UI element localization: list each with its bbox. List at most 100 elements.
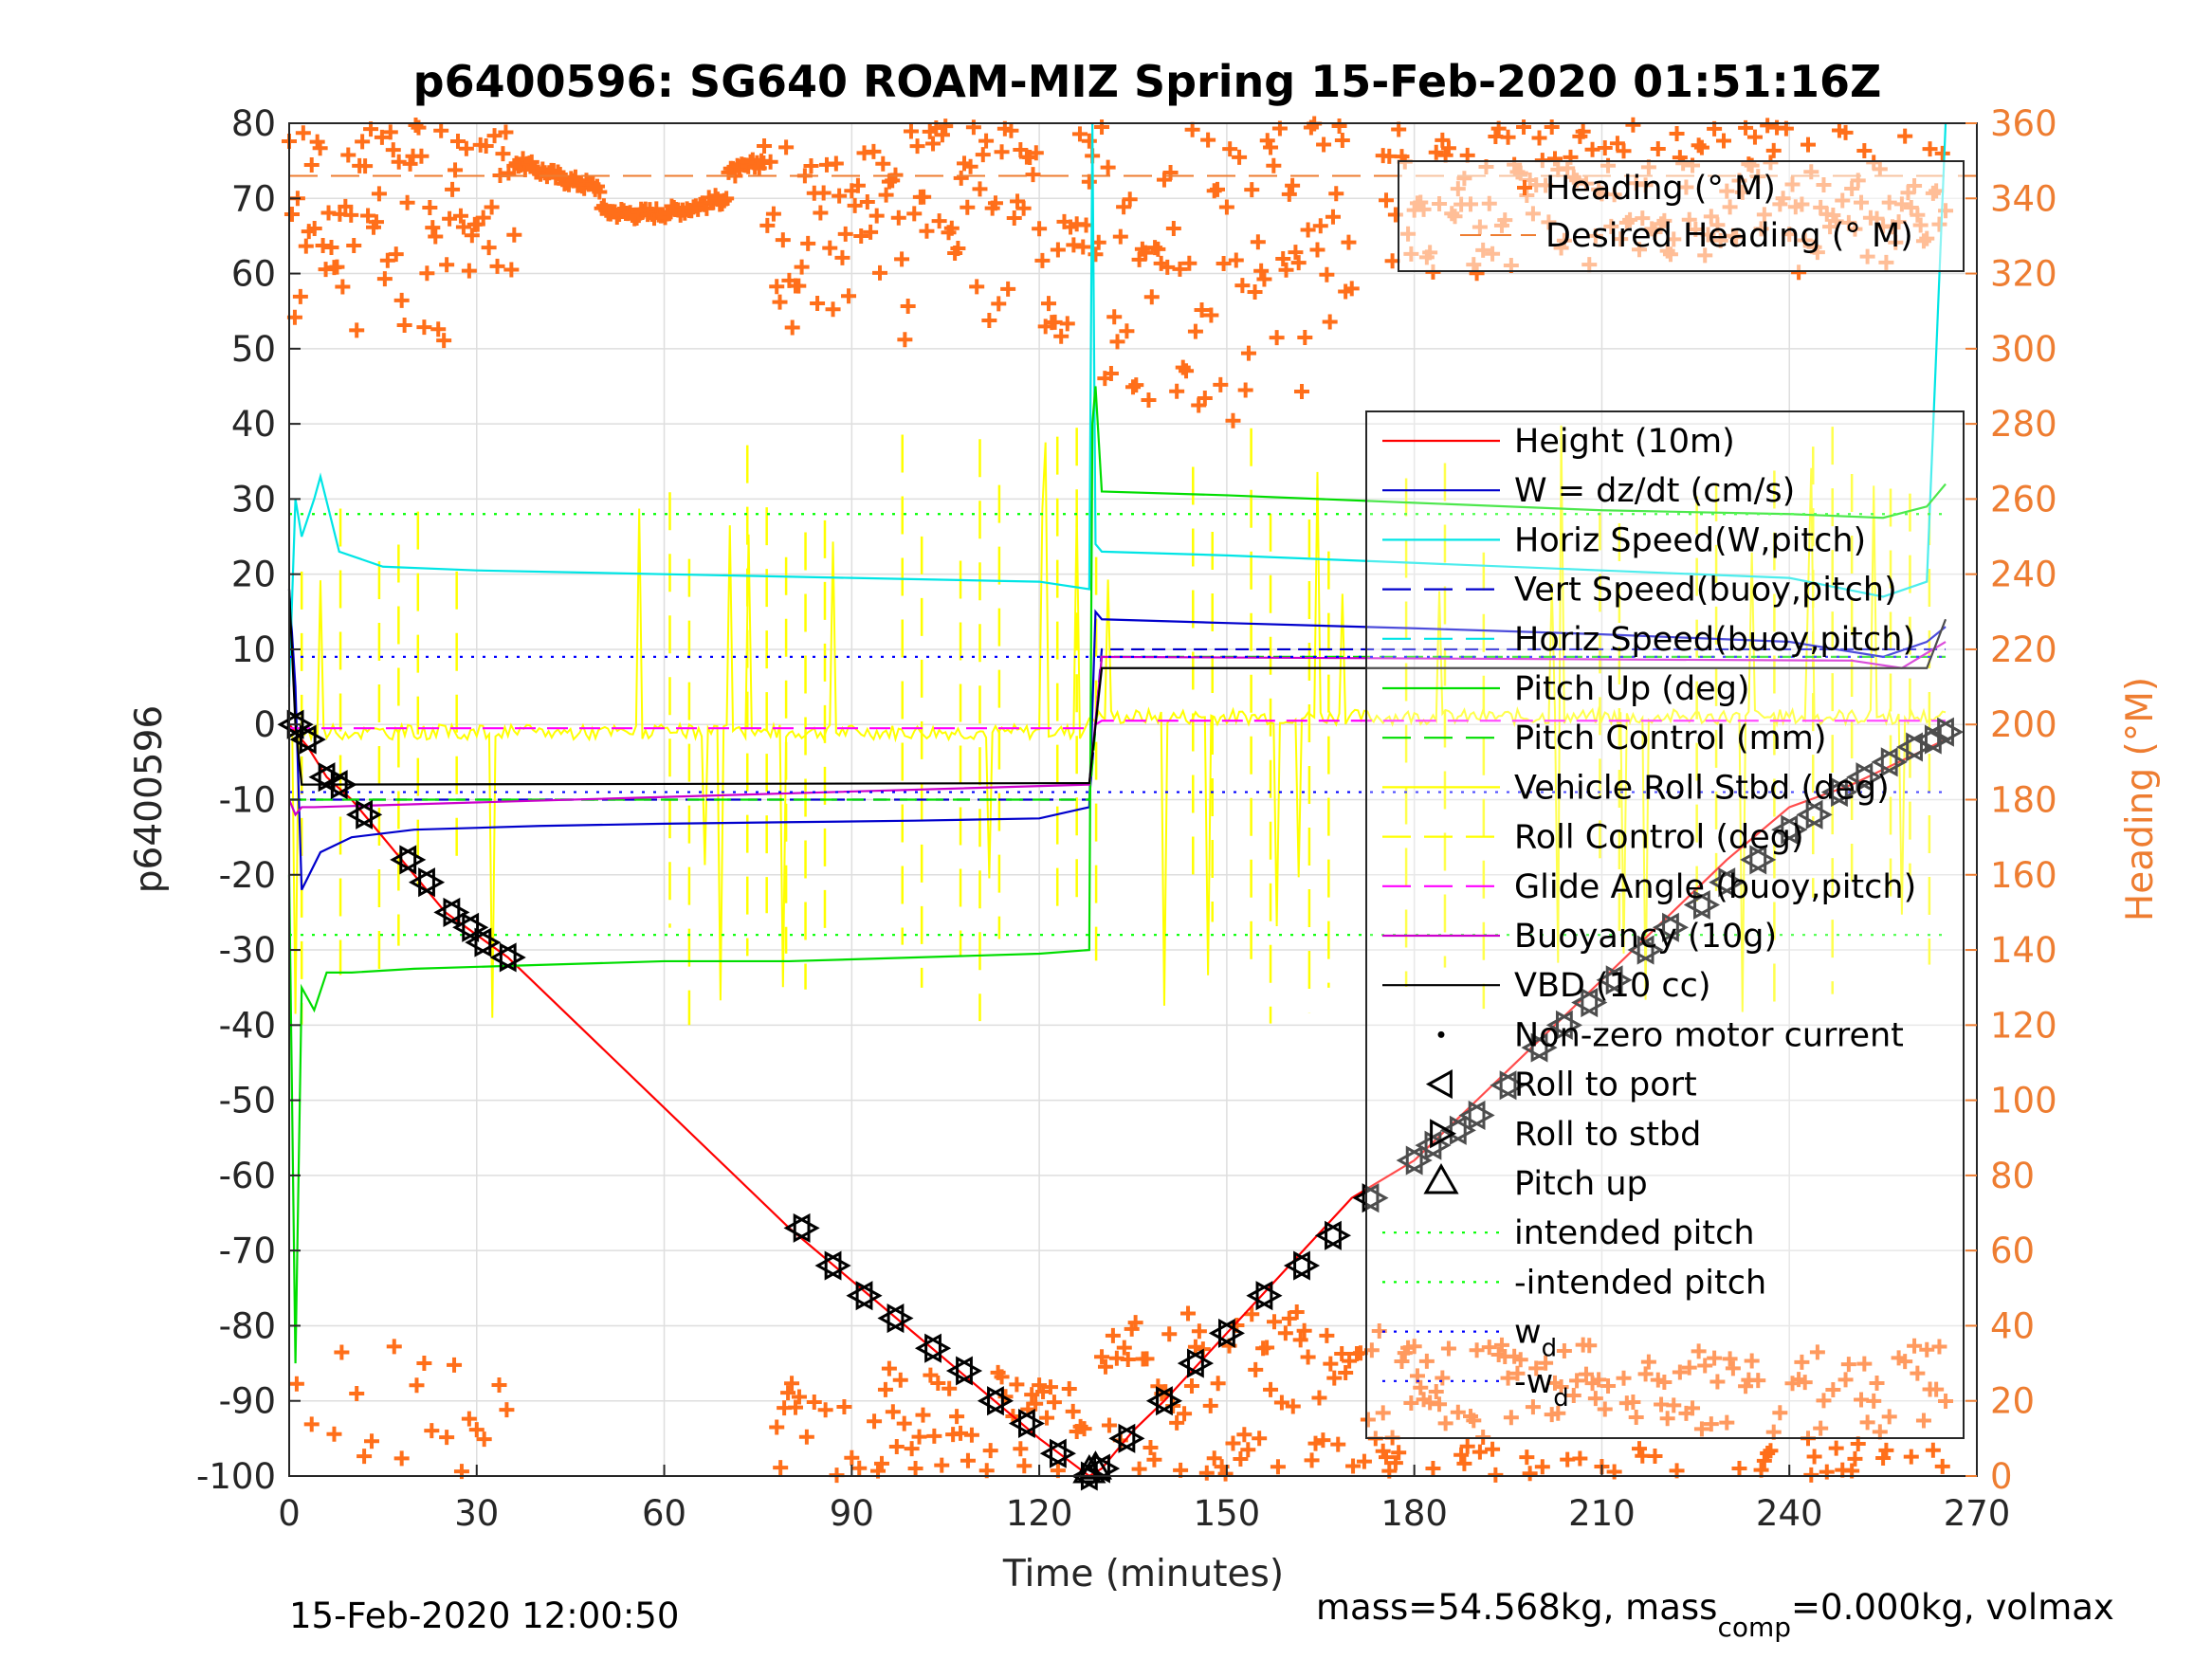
roll-port-marker [1521, 1032, 1548, 1063]
footer-date: 15-Feb-2020 12:00:50 [289, 1595, 679, 1636]
heading-marker [419, 265, 435, 282]
legend-label-text: VBD (10 cc) [1514, 967, 1711, 1005]
heading-marker [461, 263, 477, 279]
heading-marker [439, 1430, 455, 1446]
roll-port-marker [1490, 1070, 1517, 1101]
legend-swatch [1430, 1119, 1457, 1149]
y-tick-label: 70 [231, 178, 276, 219]
heading-marker [1326, 1370, 1343, 1386]
heading-marker [877, 1381, 893, 1397]
heading-marker [1872, 1424, 1888, 1440]
heading-marker [1418, 1353, 1435, 1369]
heading-marker [1437, 1415, 1453, 1431]
heading-marker [1440, 1340, 1456, 1357]
heading-marker [994, 1369, 1010, 1385]
heading-marker [1028, 145, 1044, 161]
heading-marker [1746, 129, 1763, 145]
heading-marker [1141, 392, 1157, 409]
heading-marker [1015, 200, 1032, 216]
heading-marker [1179, 363, 1195, 379]
heading-marker [1897, 128, 1913, 144]
heading-marker [815, 185, 832, 201]
heading-marker [288, 1376, 304, 1392]
heading-marker [1059, 316, 1075, 332]
legend-label: VBD (10 cc) [1514, 967, 1711, 1005]
heading-marker [1428, 144, 1444, 160]
heading-marker [1109, 334, 1125, 350]
heading-marker [1459, 1438, 1475, 1454]
roll-port-marker [433, 897, 461, 927]
legend-label-text: Pitch Control (mm) [1514, 720, 1826, 757]
heading-marker [481, 240, 497, 256]
heading-marker [1500, 129, 1516, 145]
heading-marker [1760, 1445, 1776, 1461]
heading-marker [1161, 1326, 1178, 1342]
heading-marker [1050, 242, 1066, 258]
legend-heading-label: Desired Heading (° M) [1545, 217, 1913, 255]
heading-marker [853, 228, 869, 245]
heading-marker [851, 1460, 868, 1476]
heading-marker [780, 1385, 796, 1401]
y-tick-label: -30 [219, 930, 276, 971]
heading-marker [382, 124, 398, 140]
legend-label: -intended pitch [1514, 1264, 1766, 1302]
heading-marker [1131, 1461, 1147, 1477]
heading-marker [1232, 149, 1248, 165]
heading-marker [962, 158, 978, 174]
heading-marker [837, 226, 853, 242]
heading-marker [1331, 118, 1347, 134]
footer-mass-b: =0.000kg, volmax [1791, 1587, 2114, 1628]
roll-port-marker [346, 799, 374, 830]
heading-marker [1071, 126, 1088, 142]
heading-marker [873, 1455, 889, 1471]
heading-marker [1934, 1458, 1950, 1474]
heading-marker [1322, 314, 1338, 330]
heading-marker [1194, 301, 1210, 318]
heading-marker [1252, 1431, 1268, 1447]
legend-label: wd [1514, 1314, 1557, 1363]
heading-marker [1485, 1441, 1501, 1457]
heading-marker [773, 1460, 789, 1476]
footer-mass-sub: comp [1717, 1612, 1791, 1643]
heading-marker [1522, 1466, 1538, 1482]
heading-marker [567, 169, 583, 185]
heading-marker [1503, 1410, 1519, 1426]
heading-marker [934, 127, 950, 143]
heading-marker [1278, 262, 1294, 278]
heading-marker [1143, 289, 1160, 305]
heading-marker [1825, 1382, 1841, 1398]
legend-swatch [1425, 1069, 1453, 1100]
heading-marker [1139, 1351, 1155, 1367]
heading-marker [1181, 255, 1197, 271]
heading-marker [303, 1416, 320, 1432]
legend-swatch [1423, 1162, 1459, 1194]
heading-marker [1143, 1440, 1159, 1456]
heading-marker [306, 220, 322, 236]
heading-marker [1693, 139, 1709, 155]
heading-marker [411, 119, 427, 136]
heading-marker [1516, 119, 1532, 136]
heading-marker [817, 1402, 833, 1418]
heading-marker [283, 207, 300, 223]
roll-stbd-marker [299, 724, 326, 755]
roll-stbd-marker [1468, 1100, 1495, 1131]
heading-marker [1328, 186, 1344, 202]
heading-marker [906, 206, 923, 222]
heading-marker [963, 1427, 979, 1443]
y-tick-label: -20 [219, 855, 276, 896]
heading-marker [1253, 263, 1270, 279]
roll-port-marker [977, 1386, 1004, 1416]
heading-marker [1269, 330, 1285, 346]
heading-marker [994, 144, 1010, 160]
heading-marker [916, 189, 932, 205]
roll-stbd-marker [443, 897, 470, 927]
roll-stbd-marker [1325, 1220, 1352, 1250]
heading-marker [1569, 1373, 1585, 1389]
y-axis-ticks: 80 70 60 50 40 30 20 10 0 -10 -20 -30 -40 -50 -60 -70 -8… [196, 103, 301, 1497]
heading-marker [461, 1411, 477, 1427]
heading-marker [1744, 1353, 1760, 1369]
heading-marker [784, 319, 800, 336]
heading-marker [1105, 1327, 1121, 1343]
y-tick-label: -90 [219, 1381, 276, 1422]
heading-marker [897, 332, 913, 348]
